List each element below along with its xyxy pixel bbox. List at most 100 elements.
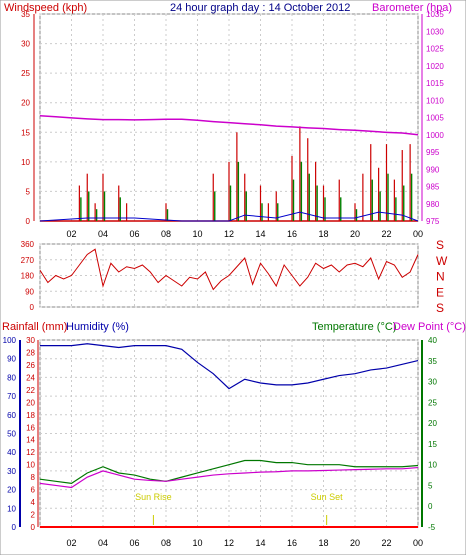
hour-tick-label-lower: 02 (66, 538, 76, 548)
dew-point-line (39, 466, 419, 489)
hour-tick-label-lower: 14 (255, 538, 265, 548)
rainfall-tick-label: 6 (31, 486, 36, 495)
humidity-tick-label: 60 (7, 411, 16, 420)
wind-tick-label: 25 (21, 69, 30, 78)
rainfall-tick-label: 16 (26, 423, 35, 432)
direction-tick-label: 90 (25, 287, 34, 296)
rainfall-tick-label: 18 (26, 411, 35, 420)
humidity-tick-label: 70 (7, 392, 16, 401)
wind-tick-label: 0 (26, 217, 31, 226)
hour-tick-label-lower: 18 (318, 538, 328, 548)
humidity-tick-label: 100 (3, 336, 17, 345)
temperature-tick-label: 10 (428, 461, 437, 470)
temperature-tick-label: 35 (428, 357, 437, 366)
barometer-label: Barometer (hpa) (372, 2, 452, 14)
barometer-tick-label: 1035 (426, 10, 444, 19)
wind-tick-label: 5 (26, 187, 31, 196)
wind-barometer-panel: 0510152025303597598098599099510001005101… (21, 10, 444, 239)
temperature-tick-label: 40 (428, 336, 437, 345)
humidity-tick-label: 50 (7, 430, 16, 439)
humidity-line (40, 343, 419, 390)
rainfall-tick-label: 0 (31, 523, 36, 532)
barometer-tick-label: 1000 (426, 131, 444, 140)
hour-tick-label: 20 (350, 229, 360, 239)
hour-tick-label: 14 (255, 229, 265, 239)
barometer-tick-label: 975 (426, 217, 440, 226)
temperature-tick-label: 0 (428, 502, 433, 511)
rainfall-tick-label: 8 (31, 473, 36, 482)
wind-tick-label: 15 (21, 128, 30, 137)
temperature-tick-label: 5 (428, 481, 433, 490)
temperature-tick-label: 25 (428, 398, 437, 407)
humidity-tick-label: 30 (7, 467, 16, 476)
temperature-tick-label: -5 (428, 523, 436, 532)
rainfall-tick-label: 26 (26, 361, 35, 370)
hour-tick-label-lower: 10 (192, 538, 202, 548)
hour-tick-label-lower: 12 (224, 538, 234, 548)
rain-humidity-temp-panel: 0102030405060708090100024681012141618202… (3, 336, 438, 548)
hour-tick-label-lower: 00 (413, 538, 423, 548)
wind-tick-label: 10 (21, 158, 30, 167)
graph-title: 24 hour graph day : 14 October 2012 (170, 2, 350, 14)
rainfall-tick-label: 28 (26, 348, 35, 357)
rainfall-tick-label: 14 (26, 436, 35, 445)
humidity-tick-label: 0 (12, 523, 17, 532)
hour-tick-label: 04 (98, 229, 108, 239)
rainfall-tick-label: 4 (31, 498, 36, 507)
hour-tick-label: 12 (224, 229, 234, 239)
compass-label: W (436, 254, 448, 268)
barometer-tick-label: 1015 (426, 79, 444, 88)
wind-average-line (39, 211, 419, 222)
compass-label: S (436, 238, 444, 252)
hour-tick-label: 16 (287, 229, 297, 239)
barometer-tick-label: 1010 (426, 96, 444, 105)
wind-direction-panel: 0 S 90 E 180 N 270 W 360 S (21, 238, 448, 315)
hour-tick-label: 00 (413, 229, 423, 239)
humidity-label: Humidity (%) (66, 321, 129, 333)
direction-tick-label: 360 (21, 240, 35, 249)
barometer-tick-label: 995 (426, 148, 440, 157)
compass-label: E (436, 285, 444, 299)
humidity-tick-label: 80 (7, 373, 16, 382)
hour-tick-label: 22 (381, 229, 391, 239)
rainfall-label: Rainfall (mm) (2, 321, 67, 333)
hour-tick-label-lower: 06 (129, 538, 139, 548)
barometer-tick-label: 980 (426, 200, 440, 209)
temperature-tick-label: 20 (428, 419, 437, 428)
sun-set-label: Sun Set (311, 492, 344, 502)
humidity-tick-label: 90 (7, 355, 16, 364)
barometer-tick-label: 1025 (426, 45, 444, 54)
temperature-label: Temperature (°C) (312, 321, 396, 333)
direction-tick-label: 0 (30, 303, 35, 312)
hour-tick-label-lower: 08 (161, 538, 171, 548)
wind-tick-label: 20 (21, 99, 30, 108)
wind-direction-line (39, 248, 419, 291)
barometer-tick-label: 1030 (426, 27, 444, 36)
direction-tick-label: 270 (21, 256, 35, 265)
hour-tick-label-lower: 20 (350, 538, 360, 548)
temperature-tick-label: 15 (428, 440, 437, 449)
direction-tick-label: 180 (21, 272, 35, 281)
rainfall-tick-label: 30 (26, 336, 35, 345)
sun-rise-label: Sun Rise (135, 492, 172, 502)
barometer-tick-label: 985 (426, 183, 440, 192)
hour-tick-label-lower: 22 (381, 538, 391, 548)
windspeed-label: Windspeed (kph) (4, 2, 87, 14)
rainfall-tick-label: 12 (26, 448, 35, 457)
rainfall-tick-label: 20 (26, 398, 35, 407)
barometer-tick-label: 990 (426, 165, 440, 174)
humidity-tick-label: 40 (7, 448, 16, 457)
hour-tick-label-lower: 04 (98, 538, 108, 548)
hour-tick-label: 02 (66, 229, 76, 239)
hour-tick-label-lower: 16 (287, 538, 297, 548)
hour-tick-label: 06 (129, 229, 139, 239)
humidity-tick-label: 10 (7, 504, 16, 513)
hour-tick-label: 10 (192, 229, 202, 239)
temperature-line (39, 459, 419, 484)
rainfall-tick-label: 24 (26, 373, 35, 382)
wind-tick-label: 35 (21, 10, 30, 19)
humidity-tick-label: 20 (7, 486, 16, 495)
rainfall-tick-label: 2 (31, 511, 36, 520)
